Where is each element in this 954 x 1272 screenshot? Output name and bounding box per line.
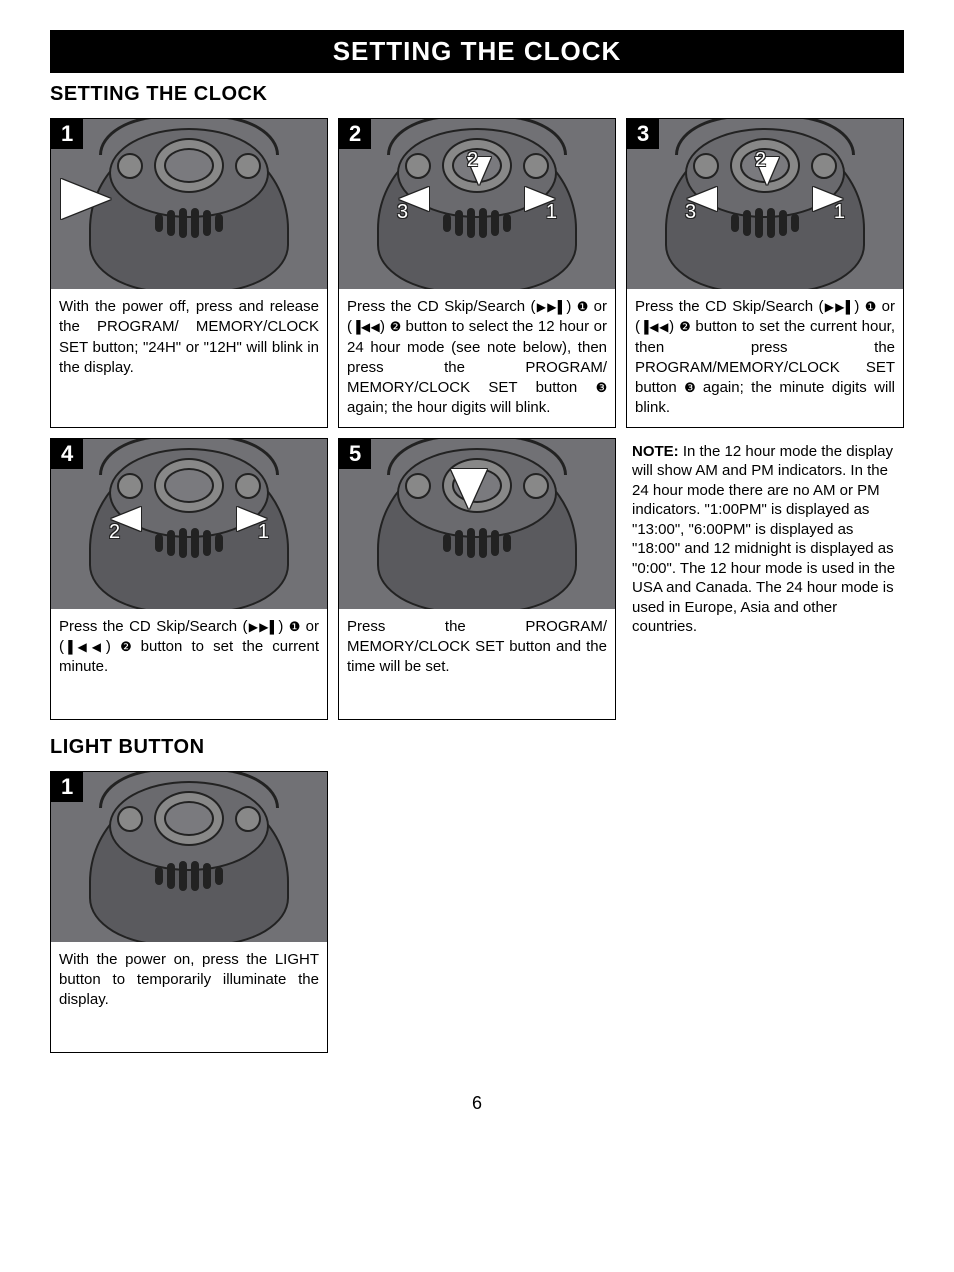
title-bar: SETTING THE CLOCK bbox=[50, 30, 904, 73]
instruction-text: With the power on, press the LIGHT butto… bbox=[51, 942, 327, 1052]
note-label: NOTE: bbox=[632, 443, 679, 460]
step-badge: 2 bbox=[339, 119, 371, 149]
skip-forward-icon bbox=[824, 298, 855, 315]
instruction-text: Press the PROGRAM/ MEMORY/CLOCK SET butt… bbox=[339, 609, 615, 719]
callout-2: 2 bbox=[755, 149, 766, 172]
step-1: 1 With the power off, press and release … bbox=[50, 118, 328, 428]
callout-1: 1 bbox=[546, 201, 557, 224]
step-badge: 1 bbox=[51, 772, 83, 802]
arrow-icon bbox=[61, 179, 111, 219]
illustration bbox=[51, 772, 327, 942]
instruction-text: Press the CD Skip/Search () ❶ or () ❷ bu… bbox=[627, 289, 903, 427]
skip-forward-icon bbox=[536, 298, 567, 315]
skip-forward-icon bbox=[248, 618, 279, 635]
instruction-text: Press the CD Skip/Search () ❶ or () ❷ bu… bbox=[339, 289, 615, 427]
instruction-text: With the power off, press and release th… bbox=[51, 289, 327, 419]
note-block: NOTE: In the 12 hour mode the display wi… bbox=[626, 438, 904, 720]
arrow-icon bbox=[451, 469, 487, 509]
clock-steps-grid: 1 With the power off, press and release … bbox=[50, 118, 904, 720]
step-2: 2 1 2 3 Press the CD Skip/Search () bbox=[338, 118, 616, 428]
callout-2: 2 bbox=[467, 149, 478, 172]
skip-back-icon bbox=[640, 318, 669, 335]
illustration: 1 2 3 bbox=[627, 119, 903, 289]
step-4: 4 1 2 Press the CD Skip/Search () ❶ or (… bbox=[50, 438, 328, 720]
illustration bbox=[51, 119, 327, 289]
illustration: 1 2 3 bbox=[339, 119, 615, 289]
step-badge: 4 bbox=[51, 439, 83, 469]
page-number: 6 bbox=[50, 1093, 904, 1114]
callout-2: 2 bbox=[109, 521, 120, 544]
skip-back-icon bbox=[64, 638, 106, 655]
callout-1: 1 bbox=[834, 201, 845, 224]
light-steps-grid: 1 With the power on, press the LIGHT but… bbox=[50, 771, 904, 1053]
light-step-1: 1 With the power on, press the LIGHT but… bbox=[50, 771, 328, 1053]
illustration: 1 2 bbox=[51, 439, 327, 609]
step-badge: 1 bbox=[51, 119, 83, 149]
section-heading-light: LIGHT BUTTON bbox=[50, 736, 904, 759]
instruction-text: Press the CD Skip/Search () ❶ or () ❷ bu… bbox=[51, 609, 327, 719]
callout-3: 3 bbox=[685, 201, 696, 224]
step-5: 5 Press the PROGRAM/ MEMORY/CLOCK SET bu… bbox=[338, 438, 616, 720]
step-badge: 5 bbox=[339, 439, 371, 469]
step-3: 3 1 2 3 Press the CD Skip/Search () bbox=[626, 118, 904, 428]
illustration bbox=[339, 439, 615, 609]
callout-1: 1 bbox=[258, 521, 269, 544]
note-text: In the 12 hour mode the display will sho… bbox=[632, 443, 895, 636]
step-badge: 3 bbox=[627, 119, 659, 149]
callout-3: 3 bbox=[397, 201, 408, 224]
skip-back-icon bbox=[352, 318, 380, 335]
section-heading-clock: SETTING THE CLOCK bbox=[50, 83, 904, 106]
